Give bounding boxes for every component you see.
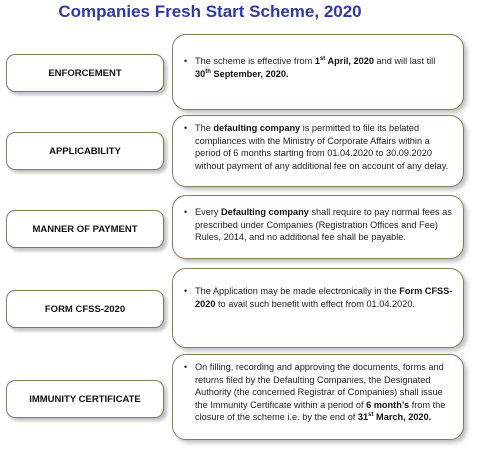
label-form-cfss: FORM CFSS-2020 <box>6 290 164 328</box>
bold-text: April, 2020 <box>325 56 374 66</box>
bold-text: defaulting company <box>213 123 301 133</box>
bold-text: 30 <box>195 68 206 79</box>
text: and will last till <box>373 56 436 66</box>
text: On filling, recording and approving the … <box>195 362 444 410</box>
bullet-icon: • <box>184 123 188 133</box>
desc-manner-of-payment: • Every Defaulting company shall require… <box>172 195 464 259</box>
label-manner-of-payment: MANNER OF PAYMENT <box>6 210 164 248</box>
bold-text: Form CFSS-2020 <box>195 286 453 309</box>
text: shall require to pay normal fees as pres… <box>195 207 452 243</box>
superscript: st <box>368 412 374 419</box>
bullet-icon: • <box>184 207 188 217</box>
text: is permitted to file its belated complia… <box>195 123 449 171</box>
label-immunity-certificate: IMMUNITY CERTIFICATE <box>6 380 164 418</box>
diagram-title: Companies Fresh Start Scheme, 2020 <box>58 2 362 21</box>
bold-text: 31 <box>357 412 369 423</box>
bullet-icon: • <box>184 286 188 296</box>
bold-text: March, 2020. <box>373 412 432 423</box>
text: Every <box>195 207 222 217</box>
bold-text: Defaulting company <box>221 207 309 217</box>
text: The <box>195 123 214 133</box>
label-enforcement: ENFORCEMENT <box>6 54 164 92</box>
bullet-icon: • <box>184 56 188 66</box>
desc-enforcement: • The scheme is effective from 1st April… <box>172 34 464 110</box>
desc-form-cfss: • The Application may be made electronic… <box>172 268 464 348</box>
bold-text: 6 month’s <box>366 399 410 410</box>
superscript: st <box>319 55 326 62</box>
text: from the closure of the scheme i.e. by t… <box>195 399 446 423</box>
text: to avail such benefit with effect from 0… <box>215 298 415 309</box>
text: The Application may be made electronical… <box>195 286 400 296</box>
desc-applicability: • The defaulting company is permitted to… <box>172 115 464 187</box>
label-applicability: APPLICABILITY <box>6 132 164 170</box>
superscript: th <box>205 68 211 75</box>
bold-text: 1 <box>314 56 320 66</box>
bold-text: September, 2020. <box>210 68 289 79</box>
desc-immunity-certificate: • On filling, recording and approving th… <box>172 354 464 440</box>
text: The scheme is effective from <box>195 56 315 66</box>
bullet-icon: • <box>184 362 188 372</box>
